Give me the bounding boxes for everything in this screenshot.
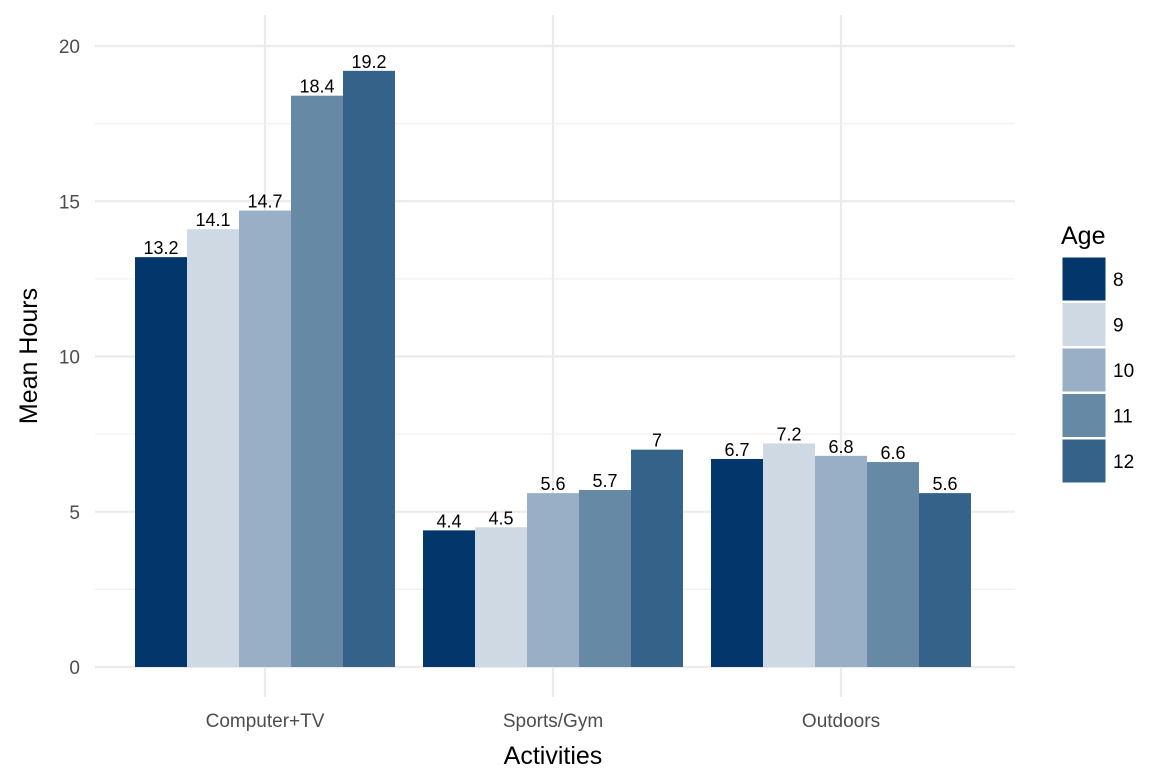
bar-age-12 [343,70,395,668]
legend-key [1061,256,1107,302]
x-tick-label: Sports/Gym [503,711,603,732]
data-label: 19.2 [351,52,386,72]
bar-age-10 [527,493,579,667]
data-label: 4.4 [436,511,461,531]
legend: Age 8 9 10 11 12 [1061,222,1134,484]
x-tick-label: Outdoors [802,711,880,732]
y-tick-labels: 0 5 10 15 20 [59,37,80,679]
y-tick-label: 10 [59,348,80,369]
y-tick-label: 15 [59,192,80,213]
y-tick-label: 20 [59,37,80,58]
y-tick-label: 0 [69,658,80,679]
data-label: 6.7 [724,440,749,460]
bar-age-9 [475,527,527,667]
legend-label: 10 [1113,361,1134,382]
y-tick-label: 5 [69,503,80,524]
data-label: 13.2 [143,238,178,258]
legend-key [1061,347,1107,393]
bar-age-12 [919,493,971,667]
bar-age-10 [239,210,291,667]
data-label: 6.6 [880,443,905,463]
data-label: 7 [652,431,662,451]
data-labels: 13.2 4.4 6.7 14.1 4.5 7.2 14.7 5.6 6.8 18.4 5.7 6.6… [143,52,957,532]
legend-key [1061,438,1107,484]
bars [135,70,971,668]
y-axis-title: Mean Hours [15,288,43,424]
bar-age-11 [579,490,631,667]
data-label: 5.6 [540,474,565,494]
data-label: 18.4 [299,77,334,97]
bar-age-12 [631,449,683,667]
data-label: 7.2 [776,424,801,444]
x-tick-label: Computer+TV [206,711,325,732]
bar-age-10 [815,455,867,667]
legend-key [1061,302,1107,347]
legend-label: 9 [1113,316,1124,337]
data-label: 14.7 [247,192,282,212]
x-tick-labels: Computer+TV Sports/Gym Outdoors [206,711,880,732]
legend-key [1061,393,1107,438]
bar-age-11 [291,95,343,668]
bar-age-8 [135,257,187,667]
bar-age-9 [763,443,815,667]
legend-label: 12 [1113,452,1134,473]
x-axis-title: Activities [504,742,603,770]
bar-age-8 [423,530,475,667]
bar-age-11 [867,462,919,667]
legend-title: Age [1061,222,1105,250]
data-label: 6.8 [828,437,853,457]
data-label: 5.6 [932,474,957,494]
bar-age-9 [187,229,239,667]
legend-label: 11 [1113,407,1133,428]
data-label: 5.7 [592,471,617,491]
data-label: 4.5 [488,508,513,528]
bar-age-8 [711,458,763,667]
legend-label: 8 [1113,270,1124,291]
data-label: 14.1 [195,210,230,230]
